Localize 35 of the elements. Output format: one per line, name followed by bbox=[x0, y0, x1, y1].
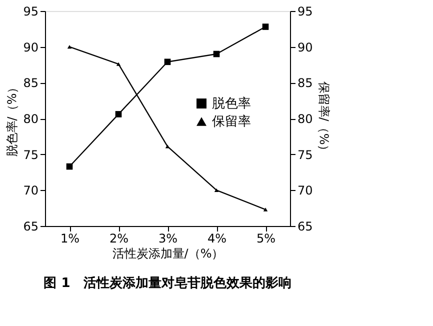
x-tick-label: 5% bbox=[256, 232, 276, 246]
x-axis-title: 活性炭添加量/（%） bbox=[112, 246, 224, 260]
point bbox=[263, 208, 268, 212]
y2-tick-label: 95 bbox=[298, 4, 313, 18]
y-axis-title: 脱色率/（%） bbox=[5, 81, 20, 157]
legend-label: 保留率 bbox=[212, 114, 251, 130]
y2-tick-label: 75 bbox=[298, 148, 313, 162]
point bbox=[213, 50, 220, 58]
y2-tick-label: 65 bbox=[298, 220, 313, 234]
y2-tick-label: 85 bbox=[298, 76, 313, 90]
legend-label: 脱色率 bbox=[212, 96, 251, 112]
y2-tick-label: 90 bbox=[298, 40, 313, 54]
y-tick-label: 75 bbox=[23, 148, 38, 162]
y-tick-label: 95 bbox=[23, 4, 38, 18]
point bbox=[164, 58, 171, 66]
y-tick-label: 65 bbox=[23, 220, 38, 234]
point bbox=[116, 62, 121, 66]
y2-tick-label: 80 bbox=[298, 112, 313, 126]
y2-tick-label: 70 bbox=[298, 184, 313, 198]
x-tick-label: 3% bbox=[158, 232, 178, 246]
point bbox=[115, 111, 122, 118]
y2-axis-title: 保留率/（%） bbox=[316, 81, 331, 157]
point bbox=[66, 163, 73, 170]
text: 图 1 活性炭添加量对皂苷脱色效果的影响 bbox=[44, 276, 292, 291]
x-tick-label: 2% bbox=[109, 232, 129, 246]
y-tick-label: 90 bbox=[23, 40, 38, 54]
y-tick-label: 80 bbox=[23, 112, 38, 126]
point bbox=[165, 144, 170, 148]
x-tick-label: 4% bbox=[207, 232, 227, 246]
x-tick-label: 1% bbox=[60, 232, 80, 246]
y-tick-label: 85 bbox=[23, 76, 38, 90]
point bbox=[214, 188, 219, 192]
point bbox=[262, 24, 269, 30]
point bbox=[67, 44, 72, 49]
y-tick-label: 70 bbox=[23, 184, 38, 198]
